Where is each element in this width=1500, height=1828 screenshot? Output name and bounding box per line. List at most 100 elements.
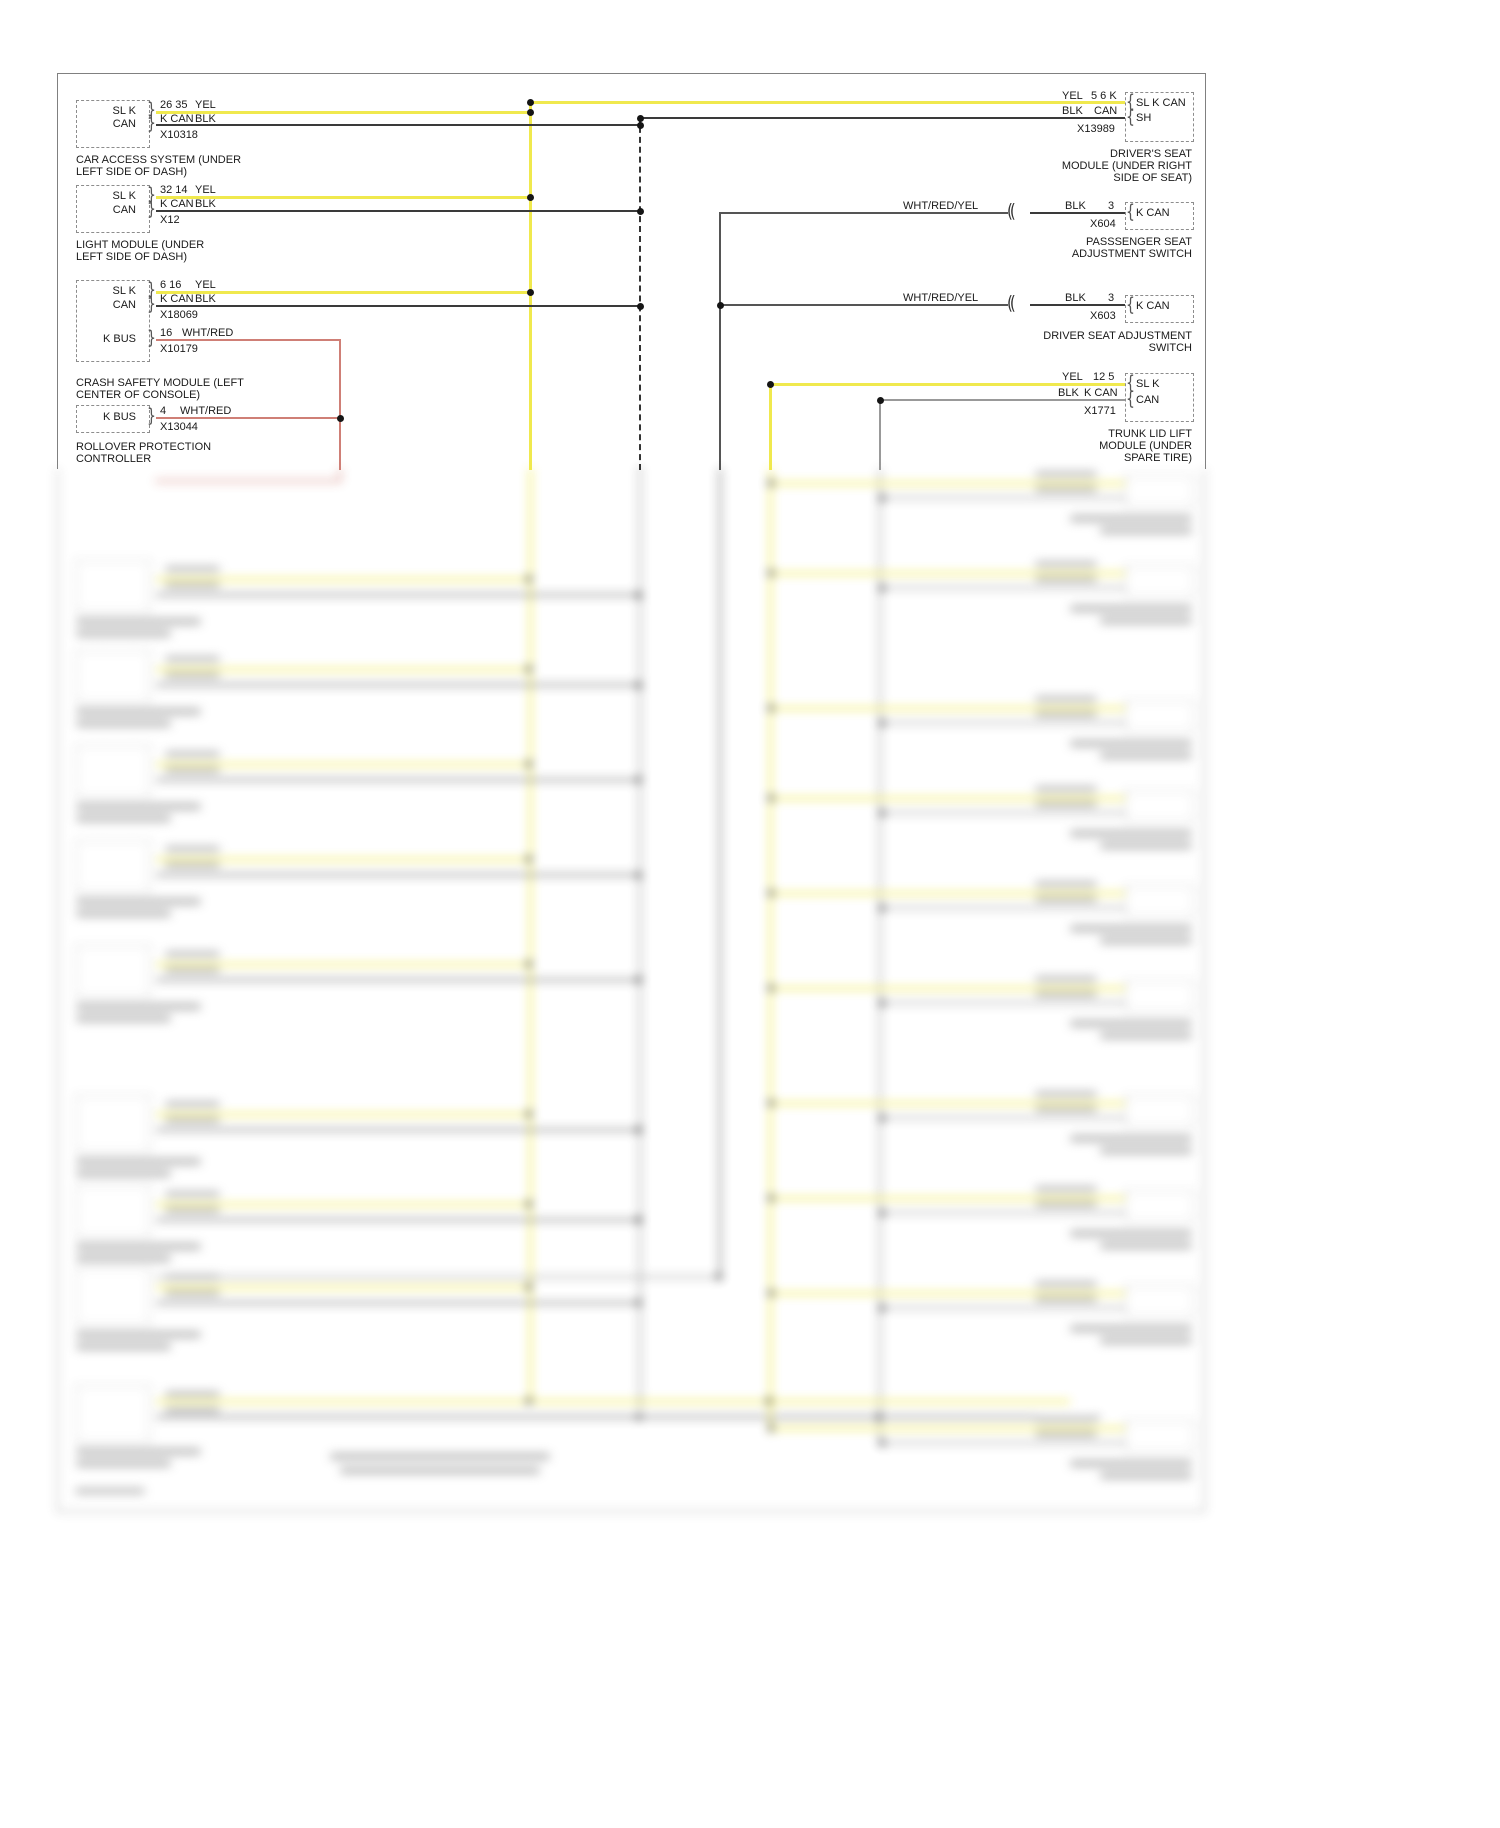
connector-label: X1771 [1084, 405, 1116, 417]
blurred-text [165, 1101, 220, 1107]
wire-color-label: WHT/RED/YEL [903, 292, 979, 304]
module-caption-line: SWITCH [1148, 342, 1192, 354]
wire-color-label: BLK [1062, 105, 1083, 117]
blurred-caption [1070, 1020, 1192, 1027]
blurred-junction-dot [879, 1000, 885, 1006]
module-caption-line: SIDE OF SEAT) [1113, 172, 1192, 184]
wire-color-label: WHT/RED [180, 405, 232, 417]
pin-label: CAN [1094, 105, 1118, 117]
blurred-caption [76, 1343, 171, 1350]
module-box-passenger-switch [1125, 202, 1194, 230]
wire-color-label: YEL [195, 184, 216, 196]
bus-gray-vertical [879, 399, 881, 470]
blurred-bus-dashed [639, 468, 641, 1408]
inline-connector-icon: (( [1007, 291, 1016, 315]
blurred-caption [76, 708, 201, 715]
blurred-note [330, 1453, 550, 1460]
connector-label: X10179 [160, 343, 198, 355]
module-caption-line: SPARE TIRE) [1123, 452, 1192, 464]
blurred-caption [1100, 937, 1192, 944]
blurred-wire-gray [881, 497, 1125, 499]
wire-red-rollover [156, 417, 341, 419]
blurred-wire-dark [156, 1302, 639, 1304]
pin-label: 12 5 [1093, 371, 1115, 383]
junction-dot [637, 208, 644, 215]
wire-yel-driver-seat [530, 101, 1125, 104]
blurred-caption [76, 1158, 201, 1165]
brace-icon: } [147, 294, 156, 316]
module-label: SL K [1136, 378, 1160, 390]
brace-icon: } [147, 328, 156, 350]
brace-icon: { [1126, 373, 1135, 395]
module-caption-line: ROLLOVER PROTECTION [76, 441, 212, 453]
blurred-junction-dot [879, 810, 885, 816]
brace-icon: } [147, 113, 156, 135]
blurred-diagram-section [55, 468, 1207, 1518]
diagram-border-left [57, 73, 58, 469]
blurred-wire-red [155, 480, 341, 482]
wire-blk-driver-seat [640, 117, 1125, 119]
blurred-caption [76, 618, 201, 625]
wire-blk-crash-safety [156, 305, 640, 307]
blurred-wire-dark [156, 594, 639, 596]
blurred-caption [76, 1448, 201, 1455]
diagram-border-top [57, 73, 1206, 74]
blurred-text [165, 767, 220, 773]
blurred-module-box [1125, 475, 1194, 507]
junction-dot [527, 289, 534, 296]
pin-label: 26 35 [160, 99, 188, 111]
blurred-junction-dot [636, 872, 642, 878]
blurred-wire-dark [156, 1416, 1100, 1418]
blurred-caption [76, 1003, 201, 1010]
brace-icon: } [147, 406, 156, 428]
blurred-wire-yellow [771, 1292, 1125, 1295]
module-label: K BUS [102, 333, 136, 345]
blurred-wire-yellow [771, 707, 1125, 710]
blurred-module-box [76, 1185, 150, 1237]
blurred-module-box [76, 745, 150, 797]
module-caption-line: MODULE (UNDER RIGHT [1061, 160, 1192, 172]
module-box-trunk-lid [1125, 373, 1194, 422]
blurred-junction-dot [526, 1111, 532, 1117]
module-label: CAN [112, 299, 136, 311]
blurred-wire-gray [881, 1212, 1125, 1214]
blurred-caption [76, 720, 171, 727]
module-caption-line: DRIVER'S SEAT [1110, 148, 1192, 160]
blurred-junction-dot [716, 1274, 722, 1280]
blurred-caption [1070, 1325, 1192, 1332]
blurred-caption [76, 1170, 171, 1177]
module-label: K CAN [1136, 300, 1170, 312]
blurred-caption [1100, 842, 1192, 849]
wire-color-label: WHT/RED/YEL [903, 200, 979, 212]
blurred-text [165, 846, 220, 852]
blurred-module-box [76, 1385, 150, 1442]
junction-dot [337, 415, 344, 422]
diagram-border-right [1205, 73, 1206, 469]
blurred-text [1035, 1106, 1097, 1112]
blurred-caption [1100, 1242, 1192, 1249]
bus-yellow-vertical-2 [769, 383, 772, 470]
blurred-junction-dot [636, 592, 642, 598]
blurred-text [165, 1191, 220, 1197]
blurred-text [165, 1117, 220, 1123]
blurred-caption [76, 803, 201, 810]
blurred-junction-dot [636, 682, 642, 688]
blurred-caption [1100, 1147, 1192, 1154]
blurred-text [1035, 991, 1097, 997]
wire-color-label: BLK [1065, 292, 1086, 304]
blurred-wire-dark [156, 684, 639, 686]
wire-wry-passenger-switch [720, 212, 1008, 214]
wire-color-label: BLK [1058, 387, 1079, 399]
wire-color-label: BLK [195, 293, 216, 305]
blurred-wire-dark [156, 1219, 639, 1221]
blurred-module-box [1125, 1095, 1194, 1127]
blurred-wire-gray [881, 1117, 1125, 1119]
blurred-junction-dot [879, 495, 885, 501]
blurred-text [1035, 976, 1097, 982]
connector-label: X603 [1090, 310, 1116, 322]
module-box-rollover [76, 405, 150, 433]
blurred-text [1035, 1201, 1097, 1207]
connector-label: X13044 [160, 421, 198, 433]
blurred-caption [1100, 1472, 1192, 1479]
blurred-junction-dot [768, 705, 774, 711]
